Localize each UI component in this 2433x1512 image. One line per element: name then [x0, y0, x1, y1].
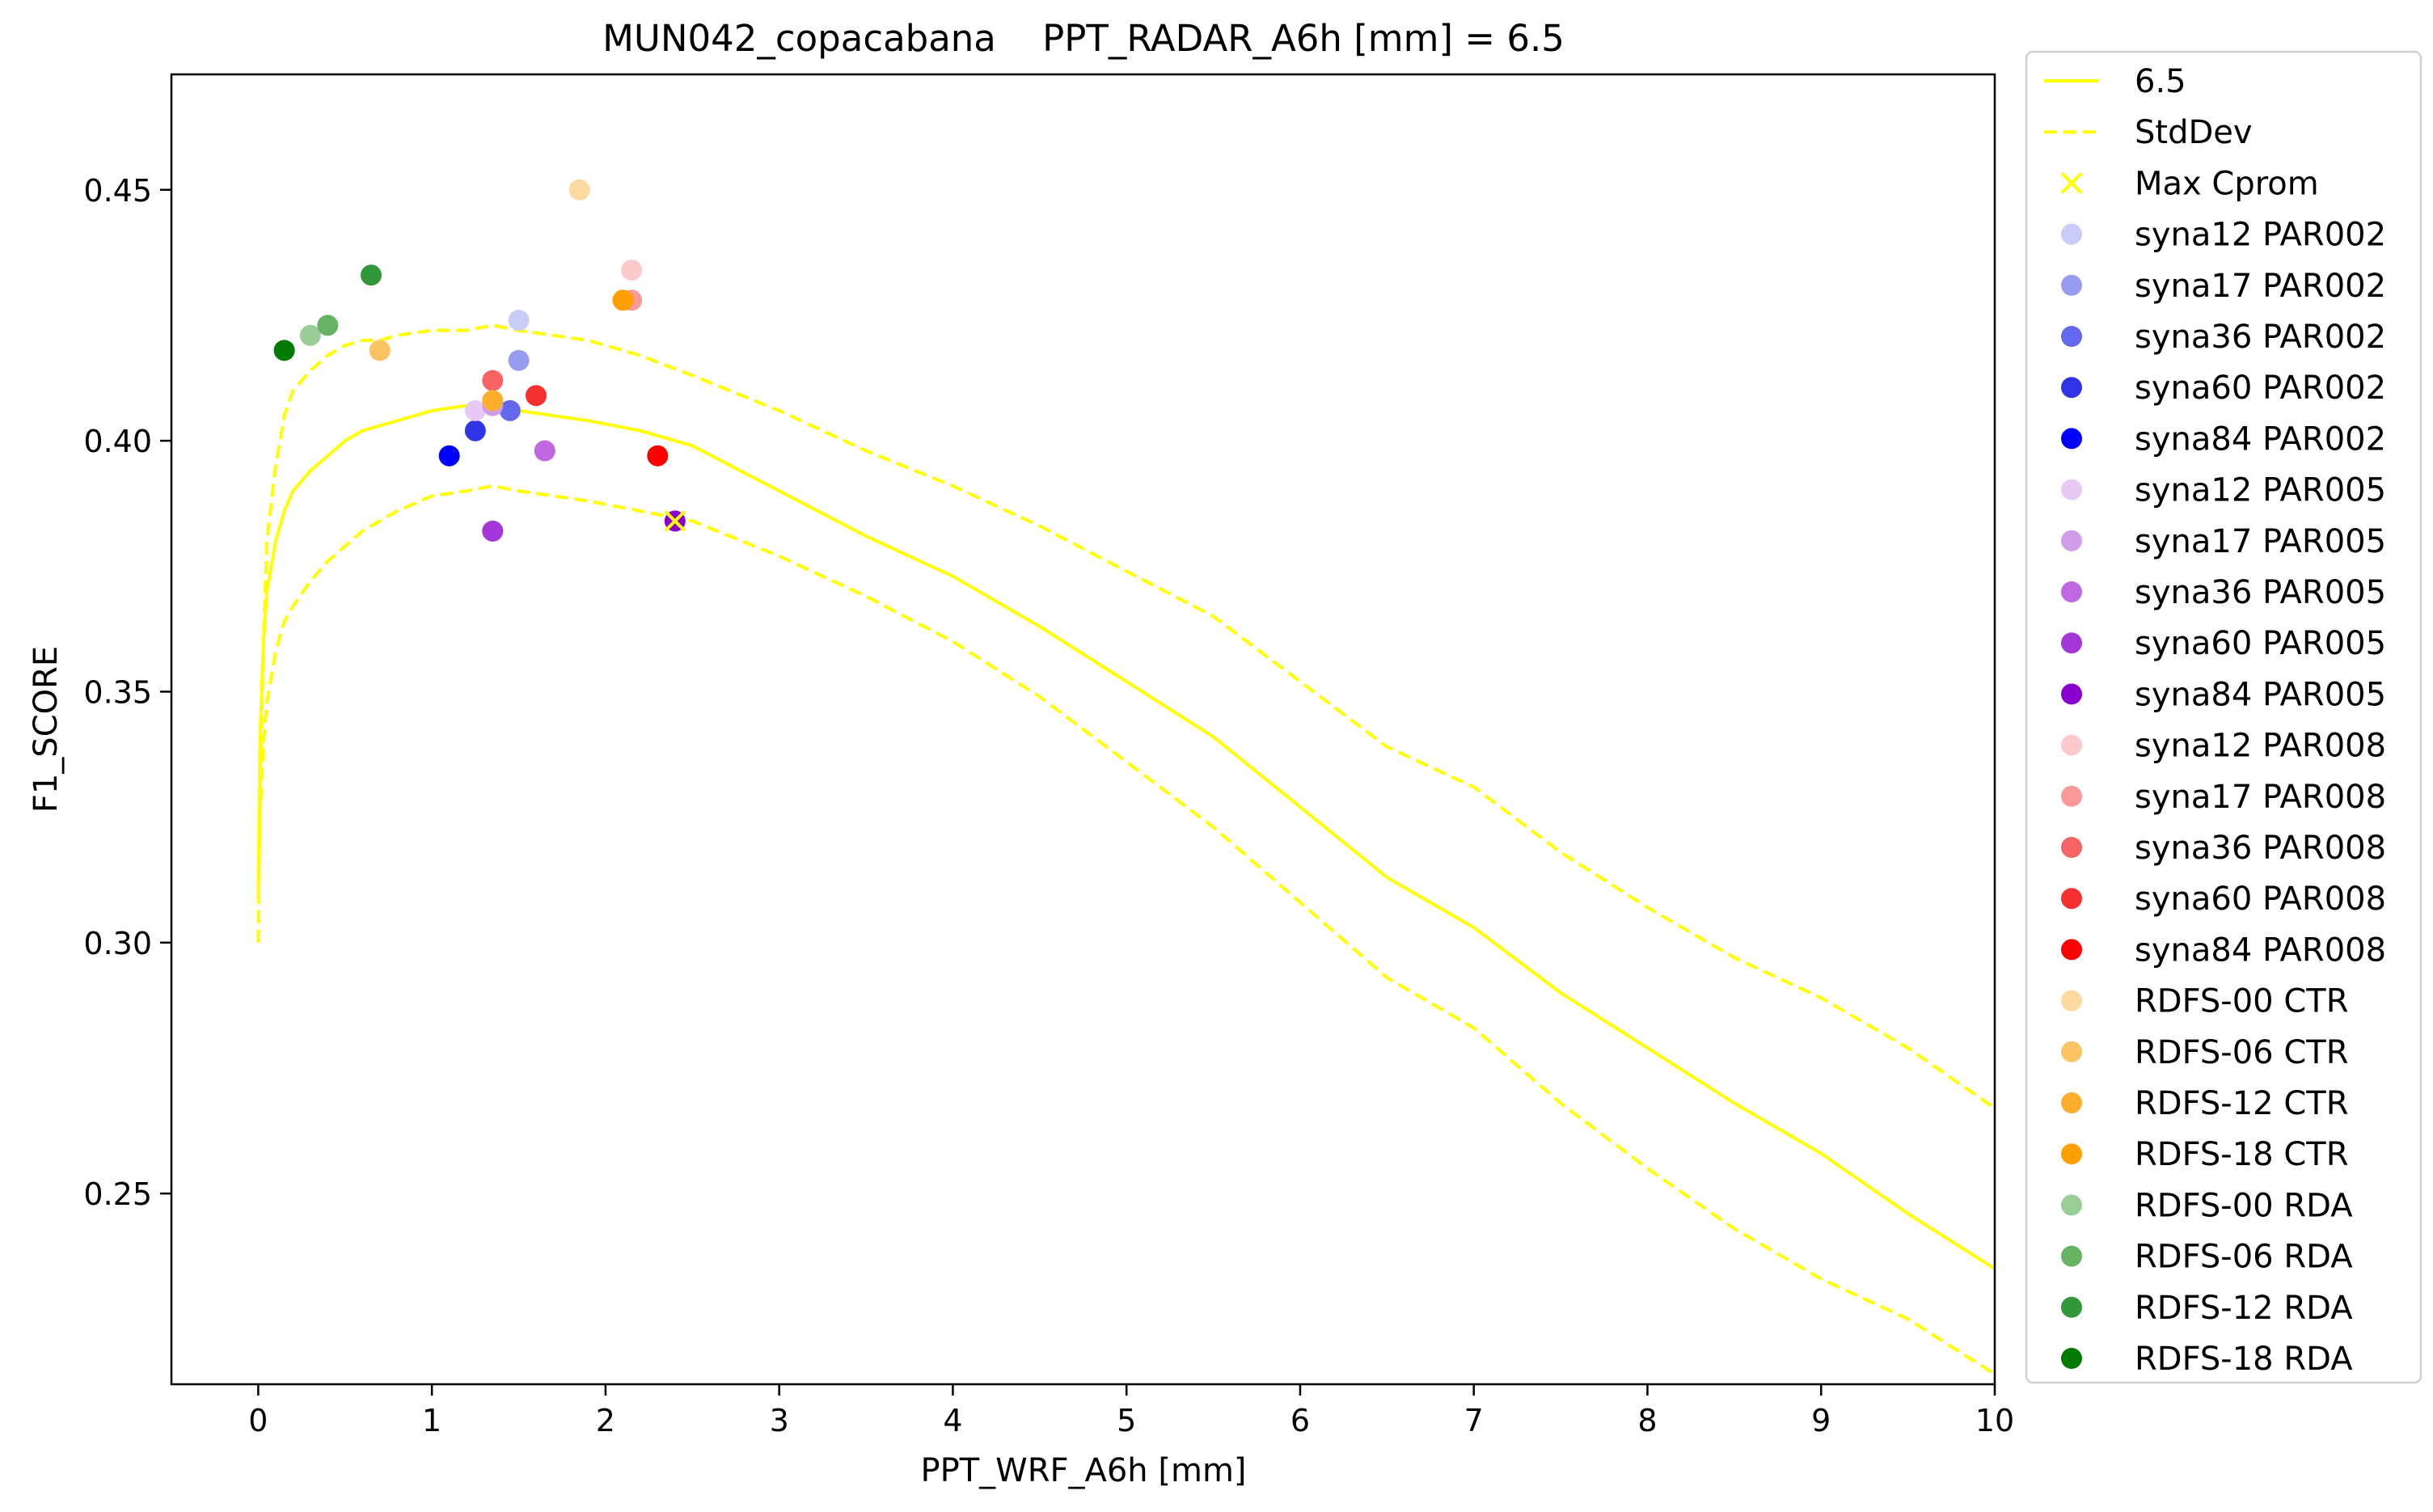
x-tick-label: 9	[1811, 1403, 1831, 1438]
legend-label: RDFS-12 RDA	[2135, 1290, 2353, 1327]
x-tick-label: 1	[422, 1403, 441, 1438]
legend-label: syna84 PAR002	[2135, 420, 2386, 458]
legend-label: syna36 PAR008	[2135, 830, 2386, 867]
x-axis-label: PPT_WRF_A6h [mm]	[920, 1452, 1246, 1489]
legend-label: RDFS-06 CTR	[2135, 1034, 2349, 1071]
legend-max-cprom-swatch	[2060, 171, 2083, 194]
legend-frame	[2025, 50, 2422, 1384]
legend-swatch	[2061, 428, 2082, 450]
legend-label: RDFS-00 RDA	[2135, 1187, 2353, 1224]
x-tick-label: 0	[248, 1403, 268, 1438]
legend-swatch	[2061, 837, 2082, 858]
legend-swatch	[2061, 326, 2082, 347]
legend-swatch	[2061, 1092, 2082, 1113]
legend-label: RDFS-12 CTR	[2135, 1085, 2349, 1122]
legend-label: StdDev	[2135, 114, 2253, 151]
x-tick-label: 6	[1290, 1403, 1310, 1438]
y-tick-label: 0.30	[83, 926, 152, 961]
legend-swatch	[2061, 888, 2082, 910]
legend-swatch	[2061, 479, 2082, 500]
legend-label: RDFS-00 CTR	[2135, 983, 2349, 1020]
legend-label: syna36 PAR005	[2135, 574, 2386, 611]
legend-swatch	[2061, 1348, 2082, 1369]
legend-swatch	[2061, 785, 2082, 807]
scatter-point-20	[317, 315, 339, 336]
scatter-point-22	[273, 340, 295, 361]
scatter-point-4	[438, 445, 460, 467]
legend-label: syna17 PAR005	[2135, 523, 2386, 560]
legend-label: syna60 PAR008	[2135, 881, 2386, 918]
legend-swatch	[2061, 1296, 2082, 1318]
legend-label: RDFS-06 RDA	[2135, 1239, 2353, 1276]
axes: 0 1 2 3 4 5 6 7 8 9 10 0.25 0.30 0.35 0.40 0.45	[83, 173, 2014, 1438]
scatter-point-7	[534, 440, 555, 462]
chart-title: MUN042_copacabana PPT_RADAR_A6h [mm] = 6…	[602, 17, 1565, 60]
legend-label: syna12 PAR008	[2135, 728, 2386, 765]
y-tick-label: 0.40	[83, 424, 152, 459]
legend-label: syna84 PAR005	[2135, 676, 2386, 713]
legend-swatch	[2061, 274, 2082, 296]
scatter-point-12	[482, 370, 504, 391]
scatter-point-14	[647, 445, 669, 467]
scatter-point-8	[482, 520, 504, 542]
series-line-1	[256, 323, 1996, 1110]
legend-swatch	[2061, 530, 2082, 551]
legend-label: syna60 PAR005	[2135, 625, 2386, 662]
scatter-point-17	[482, 390, 504, 412]
x-tick-label: 5	[1117, 1403, 1136, 1438]
scatter-point-1	[508, 349, 530, 371]
y-tick-label: 0.25	[83, 1176, 152, 1212]
legend-label: syna84 PAR008	[2135, 931, 2386, 969]
legend: 6.5 StdDev Max Cprom syna12 PAR002 syna17 PA…	[2025, 50, 2422, 1384]
legend-swatch	[2061, 734, 2082, 756]
scatter-point-2	[499, 399, 521, 421]
y-tick-label: 0.45	[83, 173, 152, 209]
scatter-point-3	[464, 420, 486, 441]
legend-swatch	[2061, 1245, 2082, 1267]
legend-label: Max Cprom	[2135, 165, 2319, 202]
legend-label: RDFS-18 RDA	[2135, 1341, 2353, 1378]
scatter-point-16	[369, 340, 391, 361]
legend-swatch	[2061, 1041, 2082, 1062]
legend-swatch	[2061, 683, 2082, 705]
x-tick-label: 8	[1637, 1403, 1657, 1438]
x-tick-label: 3	[770, 1403, 789, 1438]
legend-label: syna17 PAR002	[2135, 268, 2386, 305]
max-cprom-marker	[664, 509, 686, 532]
scatter-point-21	[360, 264, 382, 286]
x-tick-label: 7	[1464, 1403, 1484, 1438]
legend-swatch	[2061, 939, 2082, 961]
plot-frame	[170, 73, 1996, 1386]
legend-label: syna12 PAR002	[2135, 217, 2386, 254]
x-tick-label: 2	[596, 1403, 615, 1438]
legend-label: syna17 PAR008	[2135, 779, 2386, 816]
scatter-point-0	[508, 310, 530, 332]
legend-swatch	[2061, 1194, 2082, 1216]
y-tick-label: 0.35	[83, 674, 152, 710]
series-line-2	[256, 484, 1996, 1376]
legend-label: syna12 PAR005	[2135, 472, 2386, 509]
plot-area	[256, 179, 1996, 1376]
scatter-point-15	[568, 179, 590, 201]
legend-swatch	[2061, 990, 2082, 1012]
legend-swatch	[2061, 223, 2082, 245]
scatter-point-5	[464, 399, 486, 421]
series-line-0	[256, 403, 1996, 1270]
legend-swatch	[2061, 581, 2082, 602]
legend-swatch	[2061, 1143, 2082, 1165]
legend-label: RDFS-18 CTR	[2135, 1136, 2349, 1173]
legend-swatch	[2061, 377, 2082, 399]
legend-label: syna36 PAR002	[2135, 319, 2386, 356]
y-axis-label: F1_SCORE	[27, 646, 65, 813]
scatter-point-13	[526, 385, 547, 407]
x-tick-label: 4	[943, 1403, 962, 1438]
legend-swatch	[2061, 632, 2082, 654]
legend-label: 6.5	[2135, 63, 2186, 100]
scatter-point-18	[612, 289, 634, 311]
legend-label: syna60 PAR002	[2135, 370, 2386, 407]
scatter-point-10	[621, 260, 643, 281]
scatter-point-19	[299, 324, 321, 346]
x-tick-label: 10	[1975, 1403, 2014, 1438]
